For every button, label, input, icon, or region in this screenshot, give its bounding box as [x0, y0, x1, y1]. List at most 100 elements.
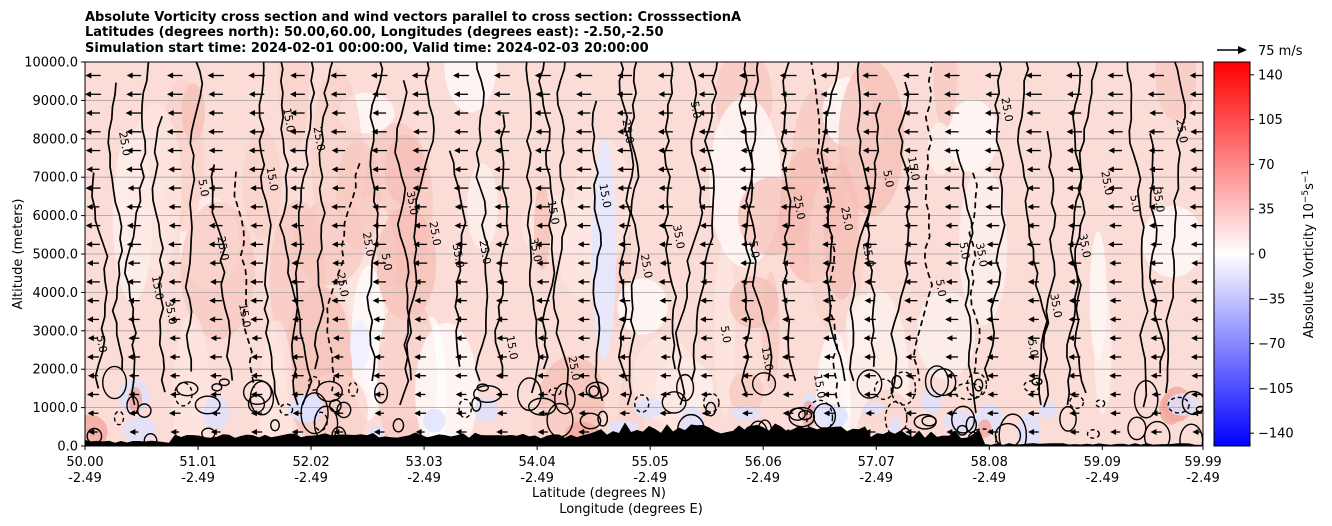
wind-vector-head	[616, 91, 623, 98]
negative-vorticity-patch	[592, 140, 616, 360]
wind-vector-head	[248, 147, 255, 154]
wind-vector-head	[1191, 316, 1198, 323]
wind-vector-head	[126, 128, 133, 135]
wind-vector-head	[618, 297, 625, 304]
wind-vector-head	[1109, 335, 1116, 342]
colorbar-tick-label: 70	[1258, 158, 1275, 173]
contour-label: 25.0	[565, 355, 582, 381]
contour-line	[873, 378, 894, 401]
wind-vector-head	[208, 166, 215, 173]
contour-line	[176, 381, 199, 397]
wind-vector-head	[1107, 203, 1114, 210]
wind-vector-head	[128, 410, 135, 417]
contour-line	[525, 62, 541, 394]
wind-vector-head	[781, 241, 788, 248]
y-axis: 0.0 1000.0 2000.0 3000.0 4000.0 5000.0 6000.0 7…	[24, 56, 85, 455]
contour-label: 15.0	[149, 275, 166, 301]
contour-line	[270, 419, 280, 432]
wind-vector-head	[739, 166, 746, 173]
x-axis-label-lon: Longitude (degrees E)	[559, 502, 703, 517]
wind-vector-head	[821, 166, 828, 173]
wind-vector-head	[1026, 166, 1033, 173]
wind-vector-head	[618, 316, 625, 323]
wind-vector-head	[1189, 91, 1196, 98]
wind-vector-head	[250, 391, 257, 398]
contour-line	[1165, 62, 1186, 394]
wind-vector-head	[987, 429, 994, 435]
wind-vector-head	[577, 372, 584, 379]
wind-vector-head	[576, 185, 583, 192]
wind-vector-head	[986, 278, 993, 285]
wind-vector-head	[1027, 297, 1034, 304]
wind-vector-head	[373, 372, 380, 379]
x-tick-label-lon: -2.49	[520, 471, 554, 486]
wind-vector-head	[1107, 128, 1114, 135]
wind-vector-head	[781, 278, 788, 285]
colorbar-tick-label: 140	[1258, 68, 1283, 83]
wind-vector-head	[536, 222, 543, 229]
negative-vorticity-patch	[350, 320, 370, 370]
wind-vector-head	[1068, 316, 1075, 323]
wind-vector-head	[865, 410, 872, 417]
wind-vector-head	[85, 222, 92, 229]
x-tick-label-lon: -2.49	[407, 471, 441, 486]
wind-vector-head	[209, 260, 216, 267]
wind-vector-head	[208, 128, 215, 135]
wind-vector-head	[904, 241, 911, 248]
wind-vector-head	[292, 410, 299, 417]
contour-line	[955, 148, 977, 414]
wind-vector-head	[210, 278, 217, 285]
contour-line	[924, 365, 949, 398]
wind-vector-head	[414, 353, 421, 360]
x-tick-label-lon: -2.49	[1085, 471, 1119, 486]
x-axis-label-lat: Latitude (degrees N)	[532, 486, 666, 501]
contour-line	[279, 403, 294, 416]
wind-vector-head	[740, 297, 747, 304]
contour-line	[738, 62, 773, 382]
wind-vector-head	[1027, 260, 1034, 267]
wind-vector-head	[945, 353, 952, 360]
wind-vector-head	[88, 429, 95, 435]
wind-vector-head	[864, 278, 871, 285]
contour-line	[1181, 390, 1203, 416]
wind-vector-head	[374, 410, 381, 417]
colorbar-label: Absolute Vorticity 10−5s−1	[1301, 170, 1317, 338]
wind-vector-head	[290, 72, 297, 79]
wind-vector-head	[1068, 278, 1075, 285]
wind-vector-head	[455, 353, 462, 360]
contour-label: 5.0	[379, 252, 395, 271]
title-line-3: Simulation start time: 2024-02-01 00:00:…	[85, 41, 649, 56]
wind-vector-head	[126, 147, 133, 154]
wind-vector-head	[496, 410, 503, 417]
wind-vector-head	[822, 147, 829, 154]
wind-vector-head	[535, 91, 542, 98]
wind-vector-head	[127, 353, 134, 360]
wind-vector-head	[578, 410, 585, 417]
wind-vector-head	[248, 166, 255, 173]
wind-vector-head	[86, 391, 93, 398]
colorbar-ticks: 140 105 70 35 0 −35 −70 −105 −140	[1250, 68, 1294, 442]
wind-vector-head	[86, 297, 93, 304]
wind-vector-head	[167, 72, 174, 79]
wind-vector-head	[496, 335, 503, 342]
wind-vector-head	[331, 110, 338, 117]
wind-vector-head	[823, 353, 830, 360]
x-tick-label-lat: 53.03	[405, 455, 442, 470]
wind-vector-head	[822, 260, 829, 267]
wind-vector-head	[863, 166, 870, 173]
wind-vector-head	[984, 147, 991, 154]
wind-vector-head	[333, 391, 340, 398]
contour-line	[392, 418, 405, 433]
wind-vector-head	[903, 203, 910, 210]
contour-line	[1126, 62, 1149, 408]
wind-vector-head	[1066, 166, 1073, 173]
y-tick-label: 3000.0	[33, 324, 79, 339]
wind-vector-head	[249, 128, 256, 135]
contour-line	[316, 380, 343, 403]
wind-vector-head	[823, 410, 830, 417]
wind-vector-head	[822, 110, 829, 117]
vorticity-patch	[376, 206, 437, 321]
wind-vector-head	[576, 110, 583, 117]
contour-labels: 5.025.015.035.05.025.015.015.015.025.025…	[94, 96, 1190, 399]
wind-vector-head	[1148, 147, 1155, 154]
